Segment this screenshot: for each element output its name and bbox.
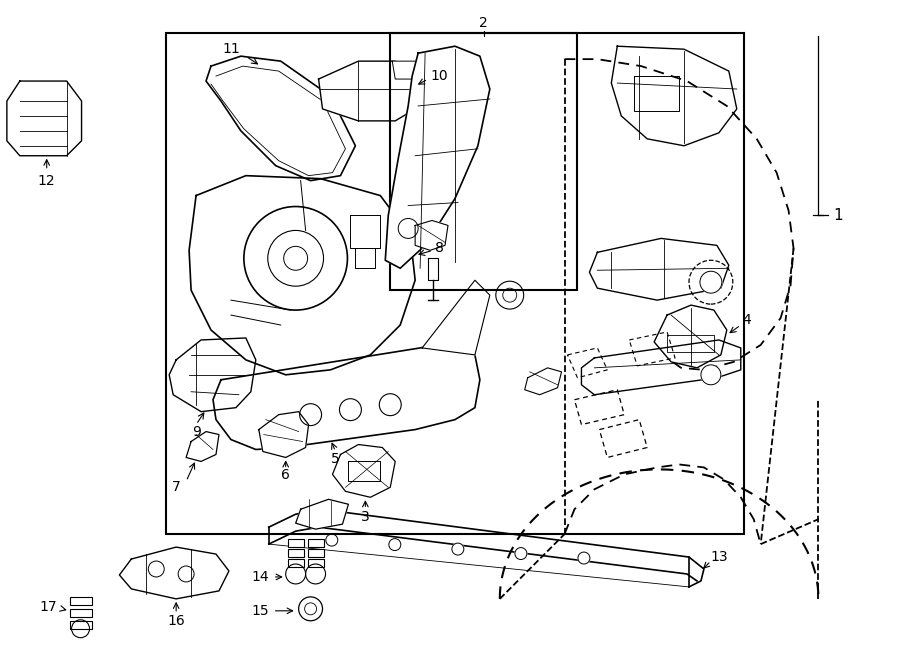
Text: 8: 8 [435, 241, 444, 255]
Polygon shape [332, 444, 395, 497]
Bar [69, 621, 92, 629]
Circle shape [148, 561, 164, 577]
Polygon shape [213, 340, 480, 449]
Polygon shape [590, 239, 729, 300]
Text: 2: 2 [480, 17, 488, 30]
Polygon shape [581, 340, 741, 395]
Bar [391, 33, 578, 290]
Circle shape [452, 543, 464, 555]
Bar [308, 549, 323, 557]
Circle shape [339, 399, 362, 420]
Bar [288, 559, 303, 567]
Text: 11: 11 [222, 42, 239, 56]
Circle shape [389, 539, 400, 551]
Circle shape [244, 206, 347, 310]
Bar [308, 539, 323, 547]
Text: 6: 6 [282, 469, 290, 483]
Text: 1: 1 [833, 208, 843, 223]
Polygon shape [350, 215, 381, 249]
Circle shape [700, 271, 722, 293]
Polygon shape [428, 258, 438, 280]
Circle shape [285, 564, 306, 584]
Circle shape [178, 566, 194, 582]
Polygon shape [415, 221, 448, 251]
Bar [288, 549, 303, 557]
Circle shape [398, 219, 418, 239]
Bar [69, 609, 92, 617]
Polygon shape [120, 547, 229, 599]
Polygon shape [611, 46, 737, 146]
Polygon shape [206, 56, 356, 180]
Bar [69, 597, 92, 605]
Text: 16: 16 [167, 614, 185, 628]
Polygon shape [296, 499, 348, 529]
Circle shape [689, 260, 733, 304]
Polygon shape [654, 305, 727, 368]
Circle shape [300, 404, 321, 426]
Text: 12: 12 [38, 174, 56, 188]
Text: 10: 10 [430, 69, 447, 83]
Polygon shape [319, 61, 418, 121]
Bar [308, 559, 323, 567]
Text: 17: 17 [39, 600, 57, 614]
Text: 7: 7 [172, 481, 181, 494]
Circle shape [326, 534, 338, 546]
Circle shape [72, 620, 89, 638]
Circle shape [284, 247, 308, 270]
Circle shape [701, 365, 721, 385]
Text: 5: 5 [331, 453, 340, 467]
Text: 3: 3 [361, 510, 370, 524]
Circle shape [496, 281, 524, 309]
Text: 4: 4 [742, 313, 752, 327]
Polygon shape [525, 368, 562, 395]
Circle shape [379, 394, 401, 416]
Polygon shape [189, 176, 415, 375]
Polygon shape [356, 249, 375, 268]
Bar [288, 539, 303, 547]
Circle shape [268, 231, 323, 286]
Circle shape [299, 597, 322, 621]
Text: 15: 15 [251, 603, 269, 618]
Polygon shape [259, 412, 309, 457]
Circle shape [578, 552, 590, 564]
Polygon shape [7, 81, 82, 156]
Polygon shape [169, 338, 256, 412]
Polygon shape [392, 61, 418, 79]
Text: 9: 9 [192, 424, 201, 438]
Circle shape [515, 547, 526, 559]
Polygon shape [385, 46, 490, 268]
Text: 13: 13 [710, 550, 728, 564]
Polygon shape [186, 432, 219, 461]
Polygon shape [422, 280, 490, 355]
Text: 14: 14 [251, 570, 269, 584]
Circle shape [304, 603, 317, 615]
Bar [166, 33, 743, 534]
Circle shape [503, 288, 517, 302]
Circle shape [306, 564, 326, 584]
